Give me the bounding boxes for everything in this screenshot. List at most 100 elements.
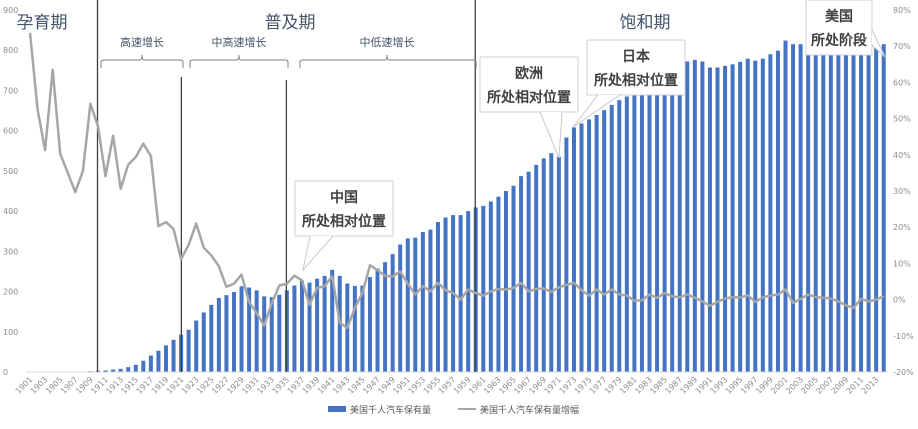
bar [761, 59, 765, 372]
bar [867, 51, 871, 372]
bar [504, 191, 508, 372]
phase-label: 普及期 [265, 13, 316, 33]
bar [723, 66, 727, 372]
bar [821, 42, 825, 372]
bar [444, 218, 448, 372]
callout-text: 所处阶段 [811, 32, 867, 49]
x-axis: 1901190319051907190919111913191519171919… [14, 375, 881, 396]
phase-labels: 孕育期普及期饱和期 [17, 13, 671, 33]
bar [496, 197, 500, 372]
left-tick-label: 600 [3, 127, 18, 136]
bar [527, 172, 531, 372]
bar [663, 78, 667, 372]
bar [791, 44, 795, 372]
sub-phase-label: 高速增长 [120, 35, 164, 49]
left-tick-label: 500 [3, 167, 18, 176]
sub-phase-labels: 高速增长 中高速增长 中低速增长 [101, 35, 476, 68]
sub-phase-bracket [300, 55, 476, 68]
bar [595, 115, 599, 372]
bar [141, 361, 145, 372]
bar [799, 44, 803, 372]
right-tick-label: 50% [893, 115, 911, 124]
sub-phase-label: 中高速增长 [212, 35, 267, 49]
legend-label-line: 美国千人汽车保有量增幅 [480, 404, 579, 416]
callout-title: 中国 [330, 189, 358, 206]
bar [172, 340, 176, 372]
callout-title: 美国 [825, 8, 853, 25]
bar [300, 281, 304, 372]
left-tick-label: 0 [3, 368, 8, 377]
legend-label-bar: 美国千人汽车保有量 [350, 404, 431, 416]
bar [481, 206, 485, 372]
bar [844, 44, 848, 372]
bar [224, 295, 228, 372]
bar [383, 262, 387, 372]
bar [292, 286, 296, 372]
bar [587, 119, 591, 372]
bar [534, 165, 538, 372]
left-tick-label: 400 [3, 207, 18, 216]
legend-swatch-bar [328, 406, 346, 412]
bar [784, 41, 788, 372]
bar [610, 105, 614, 372]
bar [217, 298, 221, 372]
bar [580, 123, 584, 372]
bar [413, 238, 417, 372]
sub-phase-bracket [101, 55, 183, 68]
bar [262, 296, 266, 372]
bar [194, 321, 198, 372]
bar [678, 67, 682, 372]
bar [428, 230, 432, 372]
bar [572, 127, 576, 372]
bar [391, 254, 395, 372]
right-tick-label: 80% [893, 6, 911, 15]
legend: 美国千人汽车保有量 美国千人汽车保有量增幅 [328, 404, 579, 416]
bar [640, 92, 644, 372]
bar [746, 59, 750, 372]
bar [134, 365, 138, 372]
bar [731, 64, 735, 372]
phase-label: 饱和期 [620, 13, 671, 33]
bar [851, 45, 855, 372]
bar [519, 176, 523, 372]
bar [617, 100, 621, 372]
bar [542, 158, 546, 372]
callout-text: 所处相对位置 [487, 89, 571, 106]
bar [164, 345, 168, 372]
bar [398, 244, 402, 372]
right-tick-label: 0% [893, 296, 906, 305]
left-tick-label: 100 [3, 328, 18, 337]
bar [829, 42, 833, 372]
bar [859, 46, 863, 372]
bar [648, 88, 652, 372]
bar [625, 96, 629, 372]
right-tick-label: -10% [893, 332, 914, 341]
bar [187, 330, 191, 372]
bar [874, 48, 878, 372]
bar [436, 222, 440, 372]
bar [670, 72, 674, 372]
x-tick-label: 2013 [860, 375, 881, 396]
left-tick-label: 200 [3, 288, 18, 297]
bar [882, 44, 886, 372]
left-tick-label: 800 [3, 46, 18, 55]
right-tick-label: -20% [893, 368, 914, 377]
bar [776, 51, 780, 372]
bar [156, 351, 160, 372]
callout-text: 所处相对位置 [302, 213, 386, 230]
callout-title: 日本 [622, 48, 651, 65]
bar [240, 286, 244, 372]
bar [700, 61, 704, 372]
bar [814, 43, 818, 372]
right-tick-label: 20% [893, 223, 911, 232]
right-tick-label: 30% [893, 187, 911, 196]
callout-title: 欧洲 [515, 65, 543, 82]
bar [655, 84, 659, 372]
bar [149, 356, 153, 372]
bar [685, 61, 689, 372]
sub-phase-label: 中低速增长 [360, 35, 415, 49]
